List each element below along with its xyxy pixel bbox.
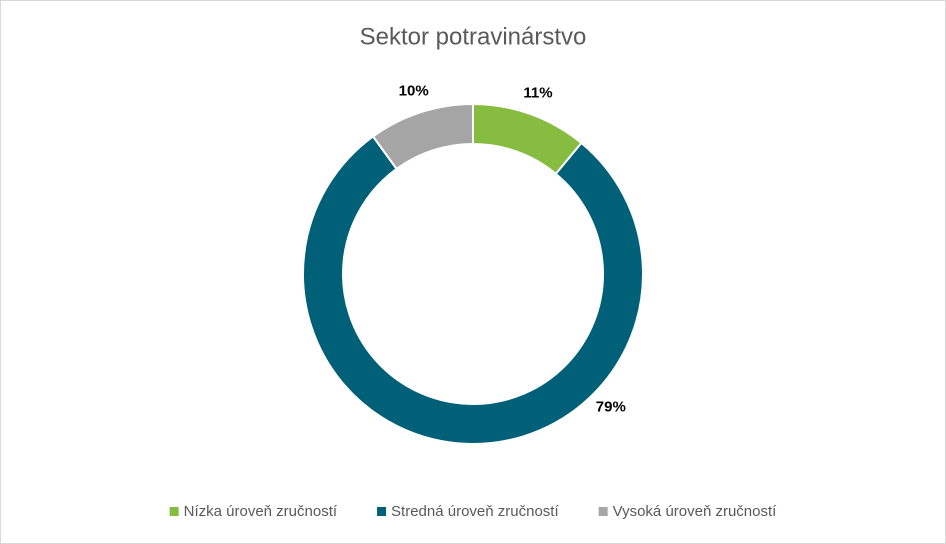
data-label: 10%: [399, 82, 429, 99]
donut-segment: [302, 135, 644, 445]
legend-swatch: [169, 507, 179, 516]
data-label: 79%: [596, 399, 626, 416]
data-label: 11%: [523, 84, 552, 101]
chart-title: Sektor potravinárstvo: [360, 23, 587, 50]
legend-swatch: [598, 507, 608, 516]
legend-label: Stredná úroveň zručností: [391, 503, 559, 520]
donut-segment: [371, 102, 474, 171]
legend-label: Nízka úroveň zručností: [184, 503, 338, 520]
legend-swatch: [377, 507, 387, 516]
legend-label: Vysoká úroveň zručností: [613, 503, 778, 520]
